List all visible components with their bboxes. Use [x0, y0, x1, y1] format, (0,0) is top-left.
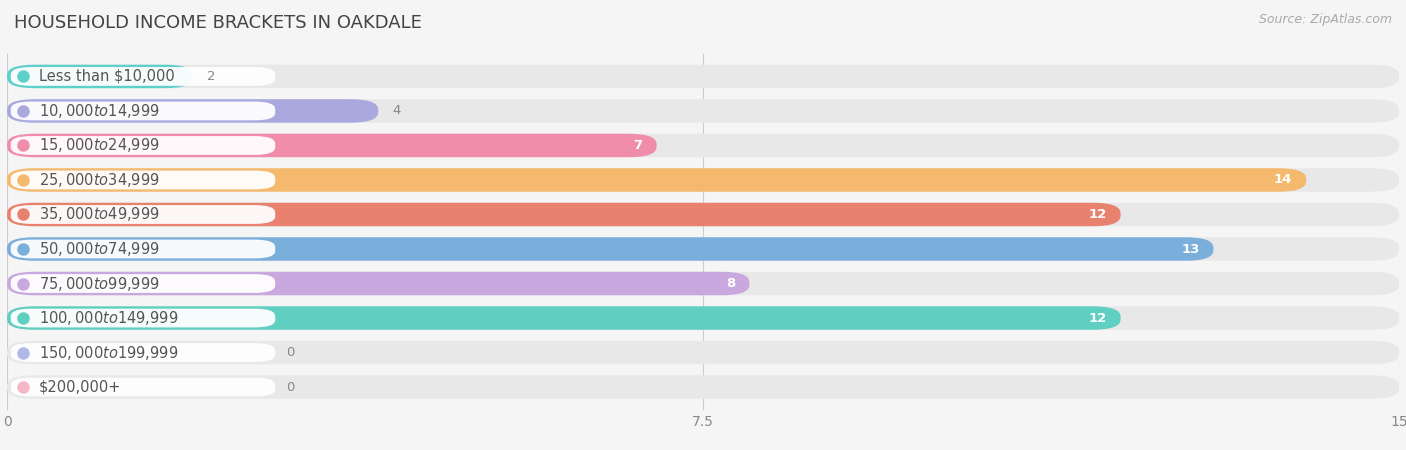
FancyBboxPatch shape	[11, 343, 276, 362]
FancyBboxPatch shape	[7, 203, 1121, 226]
Text: $75,000 to $99,999: $75,000 to $99,999	[38, 274, 159, 292]
FancyBboxPatch shape	[7, 306, 1399, 330]
FancyBboxPatch shape	[7, 306, 1121, 330]
Text: 2: 2	[207, 70, 215, 83]
Text: Less than $10,000: Less than $10,000	[38, 69, 174, 84]
FancyBboxPatch shape	[7, 134, 1399, 157]
FancyBboxPatch shape	[7, 375, 1399, 399]
Text: 13: 13	[1181, 243, 1199, 256]
Text: 12: 12	[1088, 208, 1107, 221]
FancyBboxPatch shape	[11, 274, 276, 293]
Text: HOUSEHOLD INCOME BRACKETS IN OAKDALE: HOUSEHOLD INCOME BRACKETS IN OAKDALE	[14, 14, 422, 32]
FancyBboxPatch shape	[11, 205, 276, 224]
FancyBboxPatch shape	[7, 168, 1399, 192]
FancyBboxPatch shape	[7, 272, 1399, 295]
Text: $150,000 to $199,999: $150,000 to $199,999	[38, 343, 179, 361]
FancyBboxPatch shape	[11, 171, 276, 189]
FancyBboxPatch shape	[7, 237, 1399, 261]
FancyBboxPatch shape	[11, 102, 276, 120]
FancyBboxPatch shape	[11, 378, 276, 396]
FancyBboxPatch shape	[11, 239, 276, 258]
FancyBboxPatch shape	[7, 203, 1399, 226]
Text: 0: 0	[287, 381, 295, 394]
FancyBboxPatch shape	[7, 134, 657, 157]
FancyBboxPatch shape	[11, 309, 276, 328]
FancyBboxPatch shape	[11, 136, 276, 155]
Text: Source: ZipAtlas.com: Source: ZipAtlas.com	[1258, 14, 1392, 27]
Text: $25,000 to $34,999: $25,000 to $34,999	[38, 171, 159, 189]
FancyBboxPatch shape	[7, 272, 749, 295]
FancyBboxPatch shape	[11, 67, 276, 86]
Text: 0: 0	[287, 346, 295, 359]
Text: $35,000 to $49,999: $35,000 to $49,999	[38, 206, 159, 224]
FancyBboxPatch shape	[7, 65, 1399, 88]
FancyBboxPatch shape	[7, 237, 1213, 261]
FancyBboxPatch shape	[7, 341, 1399, 364]
FancyBboxPatch shape	[7, 65, 193, 88]
Text: $100,000 to $149,999: $100,000 to $149,999	[38, 309, 179, 327]
Text: $10,000 to $14,999: $10,000 to $14,999	[38, 102, 159, 120]
Text: 7: 7	[634, 139, 643, 152]
Text: 8: 8	[727, 277, 735, 290]
Text: $50,000 to $74,999: $50,000 to $74,999	[38, 240, 159, 258]
Text: $15,000 to $24,999: $15,000 to $24,999	[38, 136, 159, 154]
Text: 14: 14	[1274, 174, 1292, 186]
Text: 12: 12	[1088, 311, 1107, 324]
Text: $200,000+: $200,000+	[38, 379, 121, 395]
Text: 4: 4	[392, 104, 401, 117]
FancyBboxPatch shape	[7, 168, 1306, 192]
FancyBboxPatch shape	[7, 99, 378, 123]
FancyBboxPatch shape	[7, 99, 1399, 123]
